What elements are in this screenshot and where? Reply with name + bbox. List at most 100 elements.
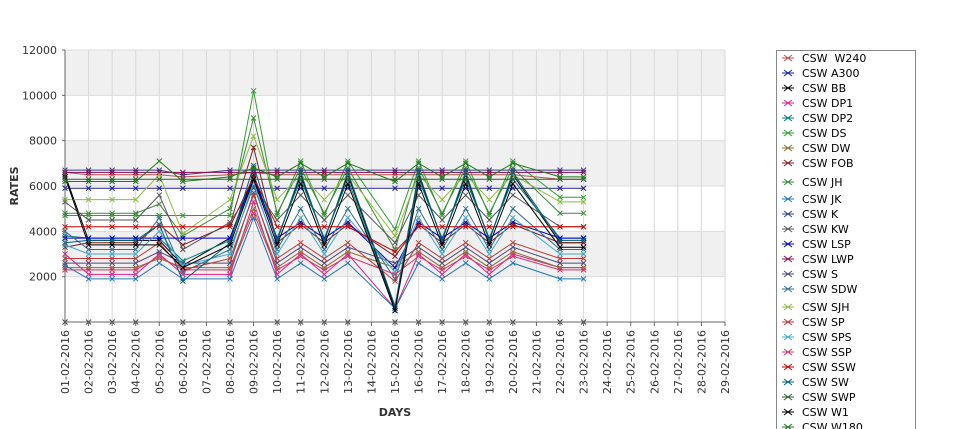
data-point	[580, 237, 587, 244]
series-21	[62, 162, 587, 309]
data-point	[250, 133, 257, 139]
legend-marker	[782, 144, 794, 152]
data-point	[415, 253, 422, 260]
data-point	[85, 176, 92, 183]
data-point	[510, 165, 516, 171]
data-point	[109, 255, 115, 262]
data-point	[132, 167, 139, 173]
data-point	[345, 239, 351, 246]
data-point	[486, 255, 493, 262]
series-line	[64, 145, 584, 257]
data-point	[557, 169, 563, 176]
data-point	[132, 239, 139, 246]
data-point	[345, 192, 351, 198]
data-point	[109, 260, 115, 266]
data-point	[462, 214, 469, 221]
data-point	[132, 176, 139, 183]
x-tick-label: 02-02-2016	[83, 330, 96, 394]
data-point	[345, 253, 351, 260]
data-point	[392, 239, 398, 246]
legend-marker	[782, 378, 794, 386]
data-point	[557, 176, 563, 183]
data-point	[109, 264, 115, 271]
data-point	[274, 267, 280, 273]
legend-label: CSW JK	[802, 193, 842, 206]
legend-marker	[782, 240, 794, 248]
data-point	[85, 167, 92, 173]
data-point	[557, 244, 563, 251]
data-point	[227, 205, 233, 212]
data-point	[439, 210, 445, 217]
data-point	[415, 248, 422, 255]
data-point	[85, 171, 92, 178]
data-point	[321, 251, 328, 257]
data-point	[392, 307, 398, 314]
data-point	[85, 178, 92, 185]
legend-marker	[782, 423, 794, 429]
data-point	[439, 196, 445, 203]
data-point	[462, 167, 469, 173]
data-point	[274, 196, 280, 203]
series-9	[62, 214, 587, 312]
series-line	[64, 163, 584, 309]
data-point	[510, 205, 516, 212]
x-tick-label: 20-02-2016	[507, 330, 520, 394]
data-point	[132, 210, 139, 217]
data-point	[415, 158, 422, 164]
data-point	[85, 267, 92, 273]
data-point	[85, 169, 92, 176]
data-point	[415, 169, 422, 176]
legend-label: CSW FOB	[802, 157, 854, 170]
data-point	[227, 196, 233, 203]
data-point	[557, 276, 563, 282]
data-point	[580, 276, 587, 282]
data-point	[297, 253, 304, 260]
legend-marker	[782, 408, 794, 416]
data-point	[180, 278, 186, 285]
series-8	[62, 115, 587, 253]
data-point	[227, 223, 233, 230]
data-point	[415, 260, 422, 266]
data-point	[297, 223, 304, 230]
legend-marker	[782, 393, 794, 401]
x-tick-label: 05-02-2016	[153, 330, 166, 394]
data-point	[180, 171, 186, 178]
data-point	[85, 255, 92, 262]
data-point	[462, 205, 469, 212]
data-point	[180, 212, 186, 219]
data-point	[85, 210, 92, 217]
x-tick-label: 15-02-2016	[389, 330, 402, 394]
x-tick-label: 25-02-2016	[625, 330, 638, 394]
data-point	[392, 167, 398, 173]
data-point	[132, 171, 139, 178]
x-tick-label: 09-02-2016	[248, 330, 261, 394]
series-line	[65, 175, 584, 253]
data-point	[321, 255, 328, 262]
series-line	[64, 179, 584, 274]
data-point	[227, 255, 233, 262]
data-point	[132, 212, 139, 219]
data-point	[297, 260, 304, 266]
data-point	[250, 171, 257, 178]
data-point	[297, 165, 304, 171]
data-point	[132, 276, 139, 282]
x-tick-label: 03-02-2016	[106, 330, 119, 394]
data-point	[439, 251, 445, 257]
data-point	[109, 239, 115, 246]
data-point	[462, 244, 469, 251]
data-point	[156, 171, 163, 178]
series-line	[65, 207, 584, 269]
data-point	[439, 167, 445, 173]
data-point	[580, 246, 587, 253]
legend-label: CSW SWP	[802, 391, 856, 404]
data-point	[580, 264, 587, 271]
data-point	[132, 267, 139, 273]
data-point	[156, 253, 163, 260]
data-point	[180, 230, 186, 237]
data-point	[85, 223, 92, 230]
data-point	[486, 260, 493, 266]
legend-box	[776, 50, 916, 429]
data-point	[109, 178, 115, 185]
data-point	[439, 276, 445, 282]
legend-marker	[782, 69, 794, 77]
